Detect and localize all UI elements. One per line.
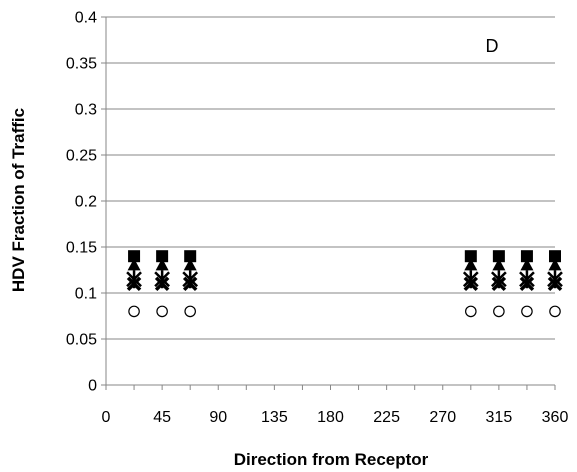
data-point-circle: [521, 305, 533, 318]
y-tick-label: 0.25: [66, 148, 97, 165]
y-tick-label: 0.05: [66, 332, 97, 349]
x-tick-label: 45: [153, 409, 171, 426]
x-tick-labels: 0 45 90 135 180 225 270 315 360: [102, 409, 569, 426]
data-point-square: [492, 250, 505, 263]
data-point-x: [154, 276, 170, 292]
x-tick-label: 225: [373, 409, 400, 426]
y-tick-label: 0.1: [75, 286, 97, 303]
y-tick-label: 0: [88, 378, 97, 395]
x-tick-label: 315: [486, 409, 513, 426]
data-point-circle: [156, 305, 168, 318]
x-tick-label: 270: [429, 409, 456, 426]
data-point-square: [520, 250, 533, 263]
y-tick-label: 0.4: [75, 10, 97, 27]
data-point-square: [464, 250, 477, 263]
panel-label: D: [486, 36, 499, 56]
axes: [101, 16, 556, 390]
data-point-square: [156, 250, 169, 263]
data-point-triangle: [127, 258, 141, 271]
data-point-square: [549, 250, 561, 263]
data-point-triangle: [183, 258, 197, 271]
y-axis-title: HDV Fraction of Traffic: [9, 108, 28, 292]
x-axis-title: Direction from Receptor: [234, 450, 429, 469]
data-point-triangle: [548, 258, 562, 271]
data-point-circle: [549, 305, 561, 318]
data-point-circle: [128, 305, 140, 318]
data-point-circle: [184, 305, 196, 318]
x-tick-label: 180: [317, 409, 344, 426]
data-point-square: [128, 250, 141, 263]
data-point-x: [126, 276, 142, 292]
y-tick-label: 0.15: [66, 240, 97, 257]
data-points: [126, 250, 563, 318]
x-tick-label: 90: [209, 409, 227, 426]
data-point-triangle: [464, 258, 478, 271]
data-point-triangle: [155, 258, 169, 271]
x-tick-label: 360: [542, 409, 569, 426]
y-tick-label: 0.35: [66, 56, 97, 73]
data-point-x: [463, 276, 479, 292]
y-tick-labels: 0 0.05 0.1 0.15 0.2 0.25 0.3 0.35 0.4: [66, 10, 97, 395]
data-point-x: [519, 276, 535, 292]
x-tick-label: 135: [261, 409, 288, 426]
data-point-circle: [465, 305, 477, 318]
data-point-x: [491, 276, 507, 292]
x-tick-label: 0: [102, 409, 111, 426]
data-point-x: [547, 276, 563, 292]
data-point-triangle: [520, 258, 534, 271]
data-point-triangle: [492, 258, 506, 271]
data-point-square: [184, 250, 197, 263]
data-point-x: [182, 276, 198, 292]
gridlines: [106, 16, 555, 340]
y-tick-label: 0.2: [75, 194, 97, 211]
data-point-circle: [493, 305, 505, 318]
y-tick-label: 0.3: [75, 102, 97, 119]
